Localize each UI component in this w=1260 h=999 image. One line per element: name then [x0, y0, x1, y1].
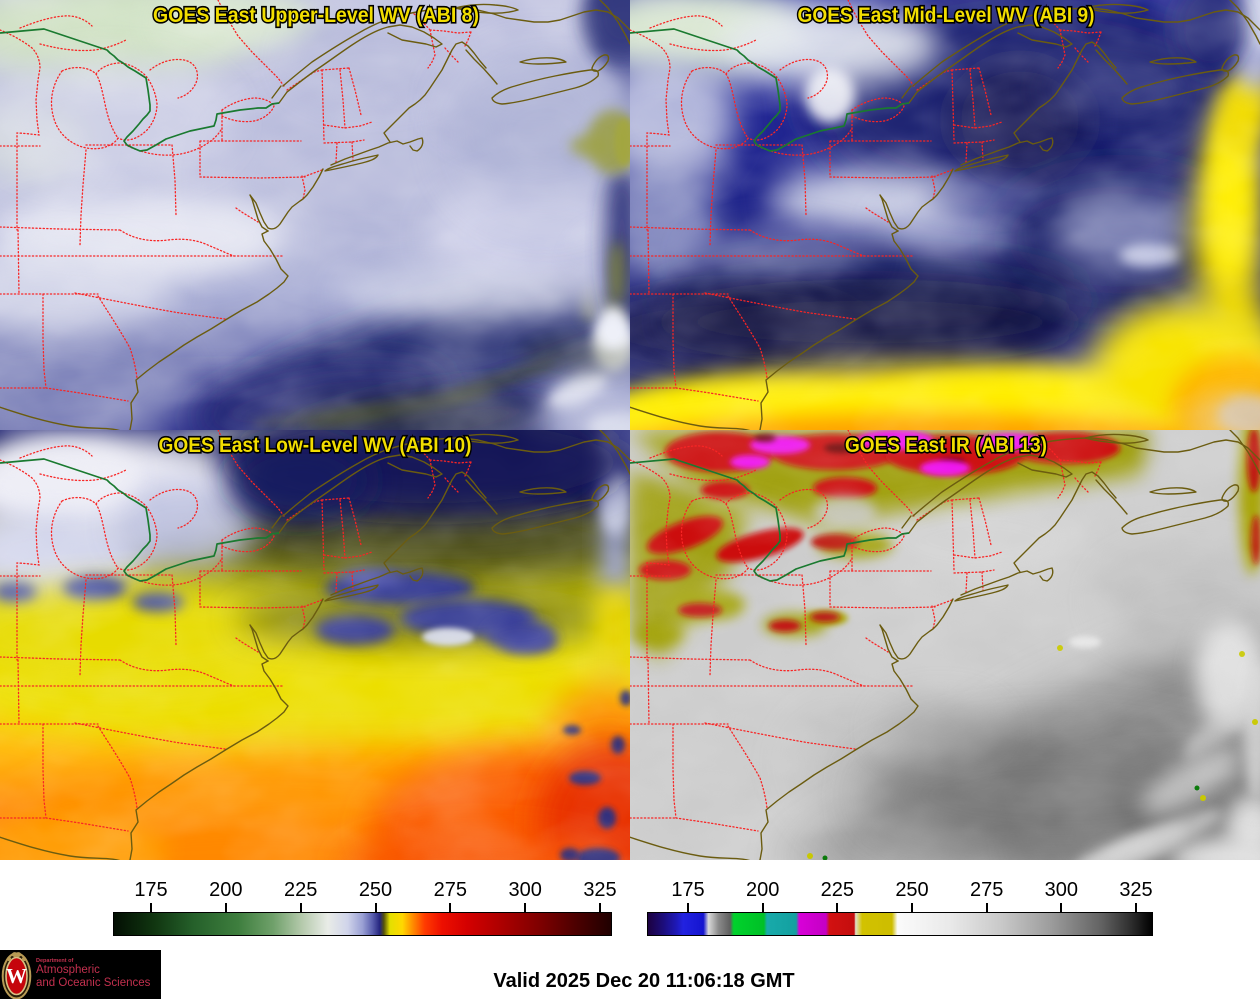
- svg-text:GOES East IR (ABI 13): GOES East IR (ABI 13): [845, 434, 1047, 457]
- svg-text:GOES East Upper-Level WV (ABI: GOES East Upper-Level WV (ABI 8): [153, 4, 479, 27]
- svg-text:GOES East Low-Level WV (ABI 10: GOES East Low-Level WV (ABI 10): [159, 434, 472, 457]
- svg-text:W: W: [6, 964, 27, 988]
- svg-text:GOES East Mid-Level WV (ABI 9): GOES East Mid-Level WV (ABI 9): [798, 4, 1095, 27]
